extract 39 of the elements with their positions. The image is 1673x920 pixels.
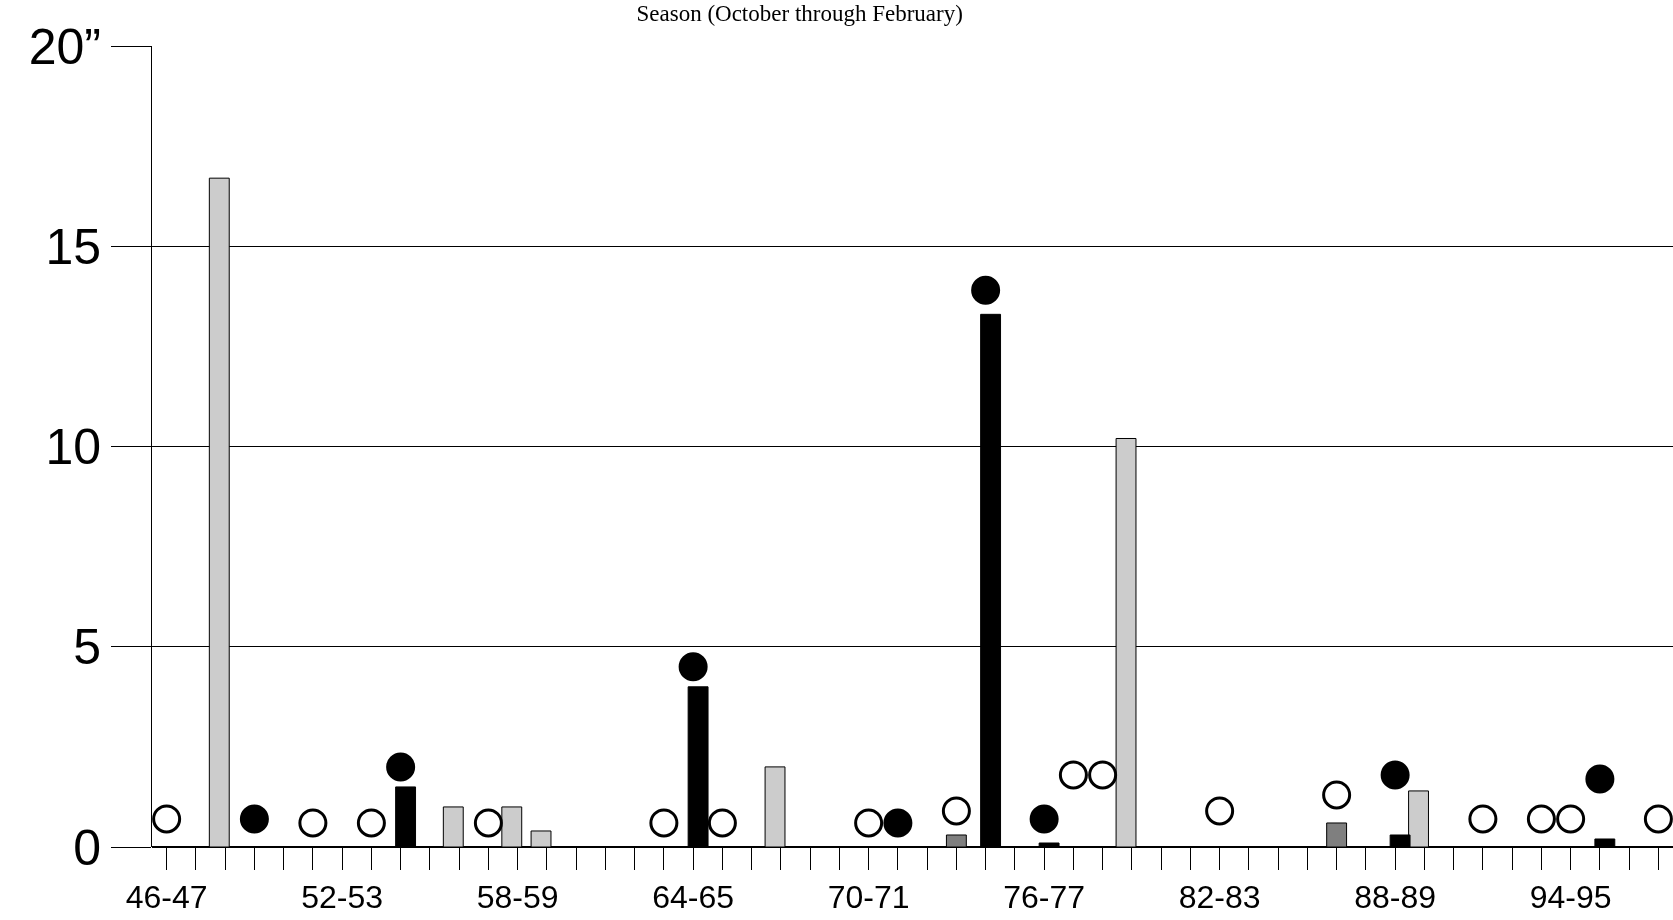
point xyxy=(1585,764,1615,794)
y-tick-label: 10 xyxy=(45,419,101,475)
point xyxy=(386,752,416,782)
point xyxy=(971,275,1001,305)
y-tick-label: 0 xyxy=(73,819,101,876)
point xyxy=(1556,804,1586,834)
point xyxy=(854,808,884,838)
point xyxy=(1029,804,1059,834)
point xyxy=(1088,760,1118,790)
point xyxy=(649,808,679,838)
point xyxy=(1380,760,1410,790)
point xyxy=(1468,804,1498,834)
y-tick-label: 15 xyxy=(45,218,101,275)
x-tick-label: 58-59 xyxy=(476,879,559,916)
point xyxy=(883,808,913,838)
point xyxy=(152,804,182,834)
x-tick-label: 52-53 xyxy=(301,879,384,916)
point xyxy=(941,796,971,826)
point xyxy=(1205,796,1235,826)
x-tick-label: 76-77 xyxy=(1003,879,1086,916)
x-tick-label: 88-89 xyxy=(1354,879,1437,916)
point xyxy=(356,808,386,838)
point xyxy=(1643,804,1673,834)
point xyxy=(1526,804,1556,834)
point xyxy=(298,808,328,838)
x-tick-label: 70-71 xyxy=(827,879,910,916)
y-tick-label: 20” xyxy=(28,18,101,75)
point xyxy=(239,804,269,834)
y-tick-label: 5 xyxy=(73,619,101,676)
x-tick-label: 82-83 xyxy=(1178,879,1261,916)
point xyxy=(473,808,503,838)
point xyxy=(707,808,737,838)
point xyxy=(1322,780,1352,810)
chart-title: Season (October through February) xyxy=(636,0,963,26)
point xyxy=(1058,760,1088,790)
point xyxy=(678,652,708,682)
x-tick-label: 46-47 xyxy=(125,879,208,916)
x-tick-label: 94-95 xyxy=(1529,879,1612,916)
x-tick-label: 64-65 xyxy=(652,879,735,916)
